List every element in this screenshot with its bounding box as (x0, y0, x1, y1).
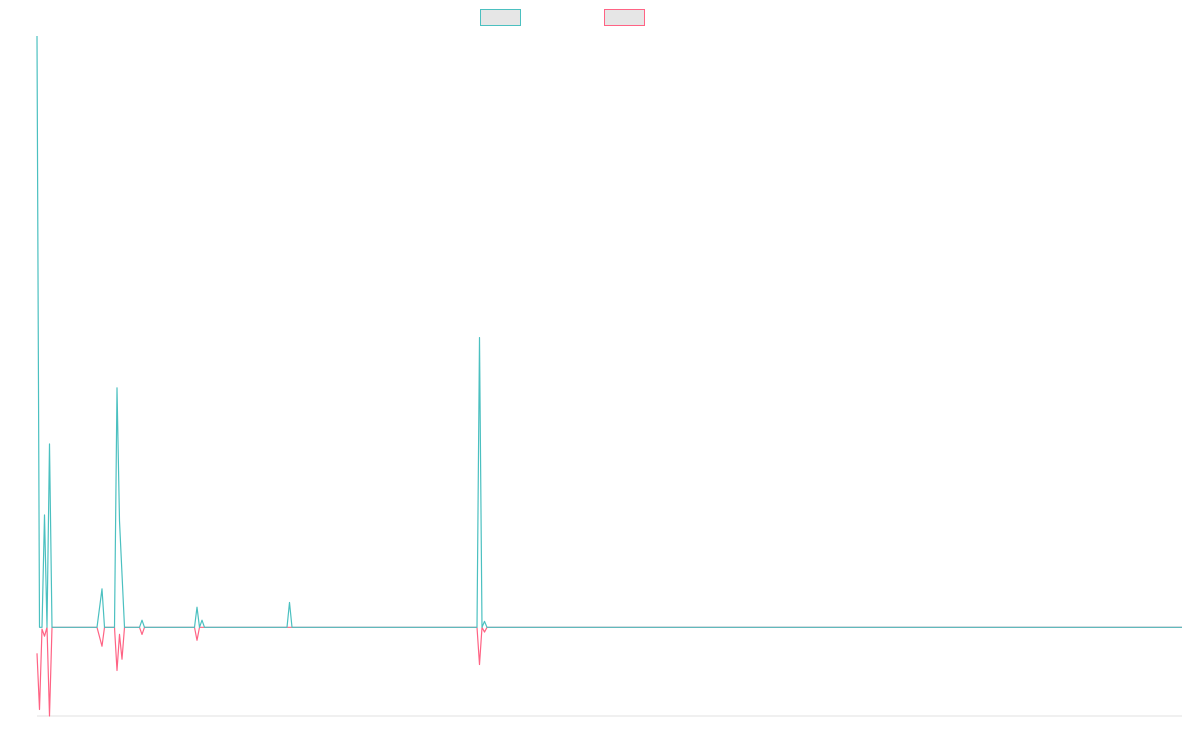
legend (480, 9, 645, 26)
legend-swatch (604, 9, 645, 26)
series-line (36, 626, 1182, 717)
series-line (36, 35, 1182, 628)
legend-swatch (480, 9, 521, 26)
plot-area (36, 35, 1182, 717)
